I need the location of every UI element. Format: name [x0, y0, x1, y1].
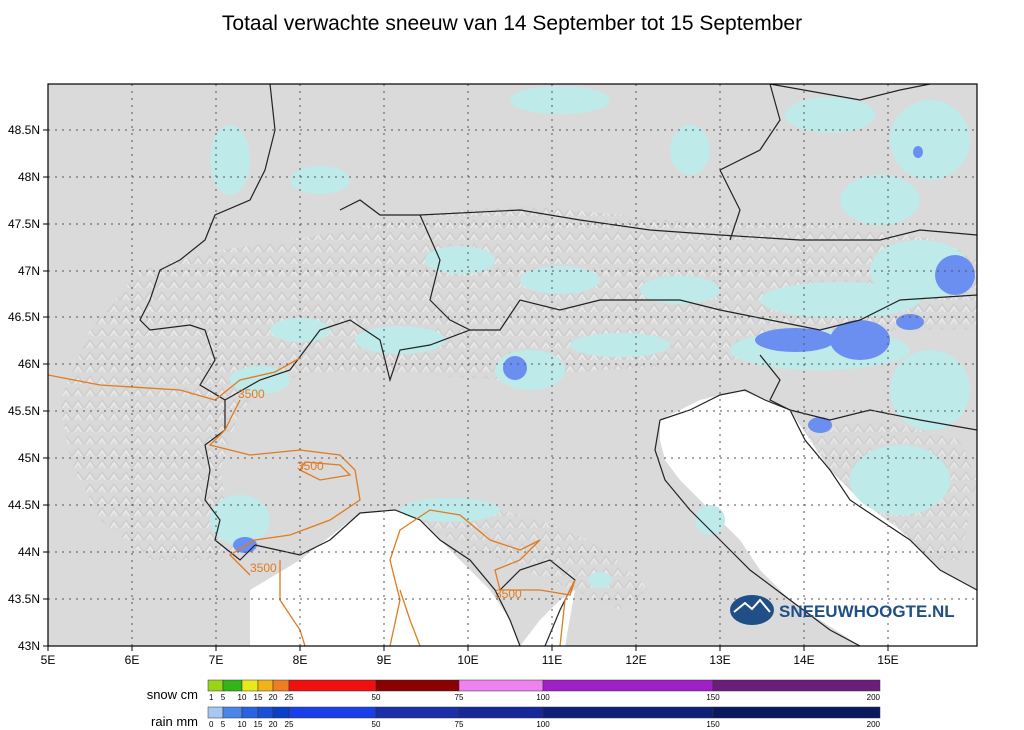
snow-tick-label: 25: [285, 693, 294, 702]
snow-colorbar-ticks: 1 5 10 15 20 25 50 75 100 150 200: [209, 693, 881, 702]
sneeuwhoogte-logo: SNEEUWHOOGTE.NL: [730, 595, 955, 625]
longitude-labels: 5E 6E 7E 8E 9E 10E 11E 12E 13E 14E 15E: [41, 653, 899, 667]
logo-text: SNEEUWHOOGTE.NL: [779, 602, 955, 621]
rain-colorbar-segment: [288, 706, 377, 719]
rain-colorbar-segment: [272, 706, 290, 719]
rain-colorbar-segment: [222, 706, 243, 719]
snow-tick-label: 100: [536, 693, 550, 702]
snow-tick-label: 10: [238, 693, 247, 702]
rain-colorbar: [207, 706, 881, 719]
rain-tick-label: 10: [238, 720, 247, 729]
rain-legend-label: rain mm: [151, 714, 198, 729]
moderate-snow-areas: [233, 146, 975, 553]
height-contours: [48, 357, 576, 646]
contour-label-3: 3500: [250, 561, 277, 575]
lat-label: 47.5N: [8, 217, 40, 231]
lat-label: 47N: [18, 264, 40, 278]
lat-label: 43N: [18, 639, 40, 653]
rain-colorbar-segment: [375, 706, 460, 719]
adriatic-sea: [660, 390, 977, 646]
rain-tick-label: 50: [372, 720, 381, 729]
lon-label: 12E: [625, 653, 646, 667]
rain-colorbar-segment: [712, 706, 881, 719]
lat-label: 43.5N: [8, 592, 40, 606]
legend: snow cm 1 5 10 15 20 25 50 75 100 150 200 rain mm …: [147, 679, 881, 729]
snow-colorbar-segment: [241, 679, 259, 692]
snow-tick-label: 150: [706, 693, 720, 702]
lon-label: 14E: [793, 653, 814, 667]
rain-tick-label: 200: [867, 720, 881, 729]
rain-tick-label: 20: [269, 720, 278, 729]
rain-colorbar-segment: [207, 706, 224, 719]
rain-colorbar-segment: [542, 706, 714, 719]
rain-tick-label: 75: [455, 720, 464, 729]
rain-tick-label: 5: [221, 720, 226, 729]
snow-tick-label: 200: [867, 693, 881, 702]
lat-label: 45N: [18, 451, 40, 465]
borders: [139, 84, 977, 646]
lat-label: 44N: [18, 545, 40, 559]
contour-label-4: 3500: [495, 587, 522, 601]
graticule: [48, 84, 977, 646]
lat-label: 48N: [18, 170, 40, 184]
alps-relief: [60, 205, 977, 560]
snow-colorbar-segment: [458, 679, 544, 692]
rain-tick-label: 100: [536, 720, 550, 729]
contour-label-1: 3500: [238, 387, 265, 401]
snow-tick-label: 1: [209, 693, 214, 702]
plot-frame: [47, 83, 978, 647]
rain-tick-label: 150: [706, 720, 720, 729]
ligurian-sea: [250, 510, 520, 646]
contour-label-2: 3500: [297, 459, 324, 473]
lon-label: 6E: [125, 653, 140, 667]
lon-label: 11E: [542, 653, 562, 667]
snow-colorbar-segment: [207, 679, 224, 692]
snow-legend-label: snow cm: [147, 687, 198, 702]
latitude-labels: 48.5N 48N 47.5N 47N 46.5N 46N 45.5N 45N …: [8, 123, 40, 653]
snow-tick-label: 5: [221, 693, 226, 702]
snow-colorbar-segment: [288, 679, 377, 692]
snow-tick-label: 75: [455, 693, 464, 702]
lon-label: 7E: [209, 653, 224, 667]
rain-colorbar-segment: [241, 706, 259, 719]
lon-label: 10E: [457, 653, 478, 667]
snow-colorbar-segment: [222, 679, 243, 692]
snow-colorbar-segment: [542, 679, 714, 692]
rain-tick-label: 25: [285, 720, 294, 729]
rain-colorbar-segment: [458, 706, 544, 719]
rain-tick-label: 0: [209, 720, 214, 729]
rain-colorbar-ticks: 0 5 10 15 20 25 50 75 100 150 200: [209, 720, 881, 729]
snow-colorbar-segment: [272, 679, 290, 692]
snow-colorbar-segment: [257, 679, 274, 692]
snow-tick-label: 20: [269, 693, 278, 702]
snow-tick-label: 50: [372, 693, 381, 702]
snow-tick-label: 15: [254, 693, 263, 702]
lat-label: 45.5N: [8, 404, 40, 418]
snow-colorbar: [207, 679, 881, 692]
snow-colorbar-segment: [375, 679, 460, 692]
lat-label: 46N: [18, 357, 40, 371]
map-title: Totaal verwachte sneeuw van 14 September…: [221, 12, 803, 35]
axis-ticks: [43, 129, 889, 651]
snow-colorbar-segment: [712, 679, 881, 692]
lat-label: 46.5N: [8, 310, 40, 324]
lon-label: 15E: [877, 653, 898, 667]
lon-label: 13E: [709, 653, 730, 667]
apennine-relief: [380, 500, 650, 610]
rain-tick-label: 15: [254, 720, 263, 729]
lon-label: 9E: [377, 653, 392, 667]
lon-label: 8E: [293, 653, 308, 667]
lat-label: 48.5N: [8, 123, 40, 137]
lat-label: 44.5N: [8, 498, 40, 512]
rain-colorbar-segment: [257, 706, 274, 719]
lon-label: 5E: [41, 653, 56, 667]
